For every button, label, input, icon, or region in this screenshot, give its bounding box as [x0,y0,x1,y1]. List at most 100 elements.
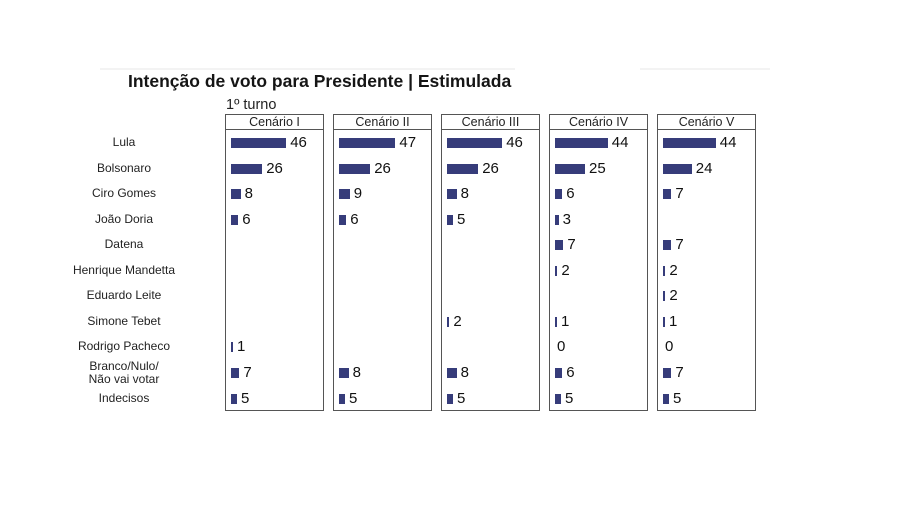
data-label: 7 [675,364,684,381]
data-bar [231,342,233,352]
data-label: 25 [589,160,606,177]
candidate-label: João Doria [94,212,154,226]
data-label: 2 [669,262,678,279]
data-label: 0 [665,338,674,355]
data-bar [231,215,239,225]
data-bar [231,138,287,148]
data-label: 1 [669,313,678,330]
scenario-header: Cenário III [442,115,539,130]
data-bar [663,189,672,199]
data-label: 46 [290,134,307,151]
candidate-label: Branco/Nulo/ [89,358,159,373]
data-label: 2 [669,287,678,304]
data-label: 5 [457,390,466,407]
data-bar [663,394,669,404]
data-bar [339,394,345,404]
scenario-header: Cenário II [334,115,431,130]
data-bar [231,368,240,378]
data-bar [339,164,371,174]
data-label: 26 [482,160,499,177]
scenario-panel: Cenário V 44 24 7 7 2 2 1 0 7 5 [657,114,756,411]
header-divider-left [100,68,515,70]
data-bar [555,368,563,378]
candidate-label: Rodrigo Pacheco [77,339,171,353]
data-bar [555,215,559,225]
data-label: 7 [243,364,252,381]
data-bar [231,164,263,174]
data-bar [663,317,665,327]
data-bar [339,189,350,199]
data-bar [231,394,237,404]
data-label: 8 [244,185,253,202]
data-label: 7 [675,236,684,253]
data-label: 0 [557,338,566,355]
data-label: 5 [565,390,574,407]
data-bar [555,164,585,174]
candidate-label: Indecisos [98,391,150,405]
header-divider-right [640,68,770,70]
data-bar [447,317,450,327]
data-bar [663,164,692,174]
data-bar [555,317,557,327]
candidate-label: Não vai votar [88,371,160,386]
data-label: 5 [673,390,682,407]
data-label: 6 [566,364,575,381]
data-label: 5 [241,390,250,407]
data-label: 9 [353,185,363,202]
data-bar [447,368,457,378]
data-bar [663,240,672,250]
data-label: 7 [567,236,576,253]
chart-title: Intenção de voto para Presidente | Estim… [128,71,512,91]
candidate-label: Datena [104,237,144,251]
data-label: 6 [350,211,359,228]
data-label: 44 [611,134,629,151]
candidate-label: Simone Tebet [87,314,161,328]
data-label: 47 [399,134,417,151]
data-label: 8 [460,185,469,202]
data-label: 8 [352,364,361,381]
data-bar [663,266,666,276]
data-label: 44 [719,134,737,151]
data-label: 1 [237,338,246,355]
scenario-panel: Cenário I 46 26 8 6 1 7 5 [225,114,324,411]
data-bar [231,189,241,199]
data-label: 46 [506,134,523,151]
data-bar [339,138,396,148]
data-bar [663,368,672,378]
data-label: 8 [460,364,469,381]
data-label: 2 [453,313,462,330]
data-bar [339,368,349,378]
data-bar [555,138,608,148]
scenario-panel: Cenário II 47 26 9 6 8 5 [333,114,432,411]
data-label: 6 [242,211,251,228]
data-bar [447,164,479,174]
data-bar [447,215,453,225]
candidate-label: Henrique Mandetta [72,263,176,277]
data-label: 26 [266,160,283,177]
chart-subtitle: 1º turno [226,97,277,113]
scenario-panel: Cenário IV 44 25 6 3 7 2 1 0 6 5 [549,114,648,411]
candidate-label: Ciro Gomes [91,186,156,200]
scenario-header: Cenário IV [550,115,647,130]
data-bar [663,138,716,148]
scenario-panel: Cenário III 46 26 8 5 2 8 5 [441,114,540,411]
data-label: 7 [675,185,684,202]
data-bar [555,266,558,276]
data-bar [555,189,563,199]
data-bar [663,291,666,301]
data-bar [339,215,347,225]
data-label: 2 [561,262,570,279]
scenario-header: Cenário I [226,115,323,130]
data-label: 26 [374,160,391,177]
data-label: 5 [349,390,358,407]
data-bar [447,189,457,199]
data-bar [447,138,503,148]
candidate-label: Eduardo Leite [86,288,162,302]
candidate-label: Bolsonaro [96,161,152,175]
data-bar [447,394,453,404]
data-bar [555,394,561,404]
candidate-label: Lula [112,135,136,149]
data-label: 6 [566,185,575,202]
data-label: 1 [561,313,570,330]
data-label: 3 [562,211,571,228]
